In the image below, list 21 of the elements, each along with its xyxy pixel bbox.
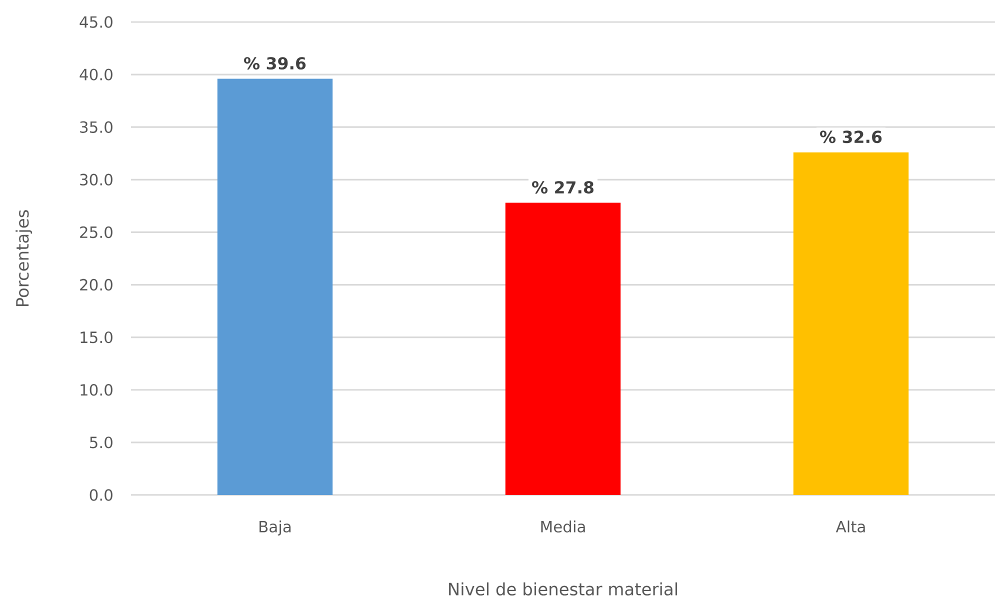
y-tick-label: 10.0: [80, 384, 112, 396]
y-tick-label: 5.0: [90, 436, 112, 448]
y-tick-label: 45.0: [80, 16, 112, 28]
y-tick-label: 40.0: [80, 68, 112, 80]
data-label: % 32.6: [820, 130, 882, 144]
y-tick-label: 35.0: [80, 121, 112, 133]
y-tick-label: 20.0: [80, 278, 112, 291]
data-label: % 27.8: [532, 181, 594, 194]
x-tick-label: Alta: [836, 520, 865, 533]
y-axis-title: Porcentajes: [16, 210, 32, 306]
bar: [793, 152, 909, 495]
y-tick-label: 15.0: [80, 331, 112, 344]
data-label: % 39.6: [244, 57, 306, 70]
bar: [505, 202, 621, 495]
x-tick-label: Baja: [260, 520, 291, 536]
bar: [217, 78, 333, 495]
y-tick-label: 30.0: [80, 174, 112, 186]
y-tick-label: 25.0: [80, 226, 112, 238]
x-axis-title: Nivel de bienestar material: [449, 582, 678, 596]
y-tick-label: 0.0: [90, 489, 112, 501]
x-tick-label: Media: [541, 520, 585, 533]
